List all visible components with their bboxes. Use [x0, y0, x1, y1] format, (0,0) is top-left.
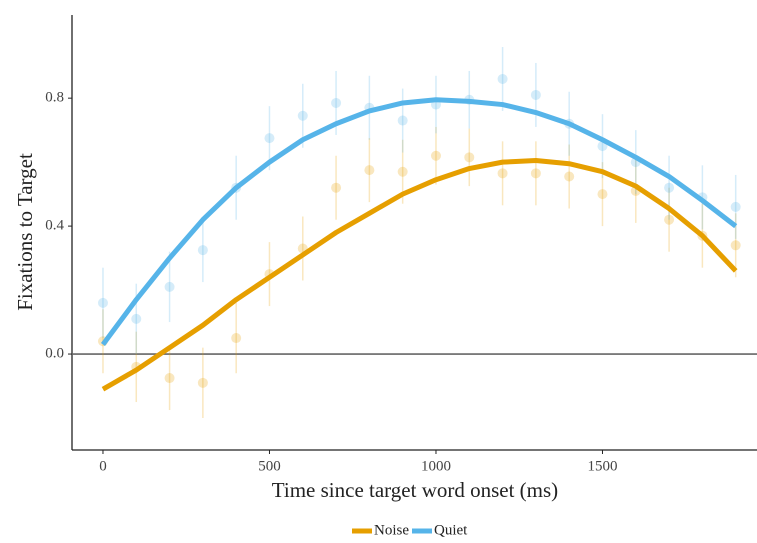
x-tick-label: 500: [258, 458, 281, 474]
data-point: [331, 182, 342, 193]
data-point: [131, 313, 142, 324]
data-point: [164, 281, 175, 292]
data-point: [397, 115, 408, 126]
y-tick-label: 0.0: [45, 345, 64, 361]
data-point: [97, 297, 108, 308]
data-point: [664, 182, 675, 193]
x-tick-label: 1500: [587, 458, 617, 474]
fit-line: [101, 158, 738, 392]
y-axis-label: Fixations to Target: [13, 153, 37, 311]
data-point: [730, 201, 741, 212]
data-point: [364, 165, 375, 176]
data-point: [530, 168, 541, 179]
data-point: [497, 168, 508, 179]
data-point: [231, 333, 242, 344]
y-tick-label: 0.4: [45, 218, 64, 234]
data-point: [297, 110, 308, 121]
data-point: [397, 166, 408, 177]
x-tick-label: 1000: [421, 458, 451, 474]
data-point: [530, 89, 541, 100]
data-point: [664, 214, 675, 225]
y-tick-label: 0.8: [45, 90, 64, 106]
x-axis-label: Time since target word onset (ms): [272, 478, 558, 502]
data-point: [497, 73, 508, 84]
legend-label: Noise: [374, 522, 409, 538]
data-point: [164, 373, 175, 384]
fit-line: [100, 97, 738, 346]
data-point: [730, 240, 741, 251]
data-point: [597, 189, 608, 200]
data-point: [430, 150, 441, 161]
data-point: [564, 171, 575, 182]
data-point: [197, 245, 208, 256]
x-tick-label: 0: [99, 458, 107, 474]
legend-label: Quiet: [434, 522, 468, 538]
data-point: [264, 133, 275, 144]
data-point: [197, 377, 208, 388]
data-point: [464, 152, 475, 163]
data-point: [331, 97, 342, 108]
